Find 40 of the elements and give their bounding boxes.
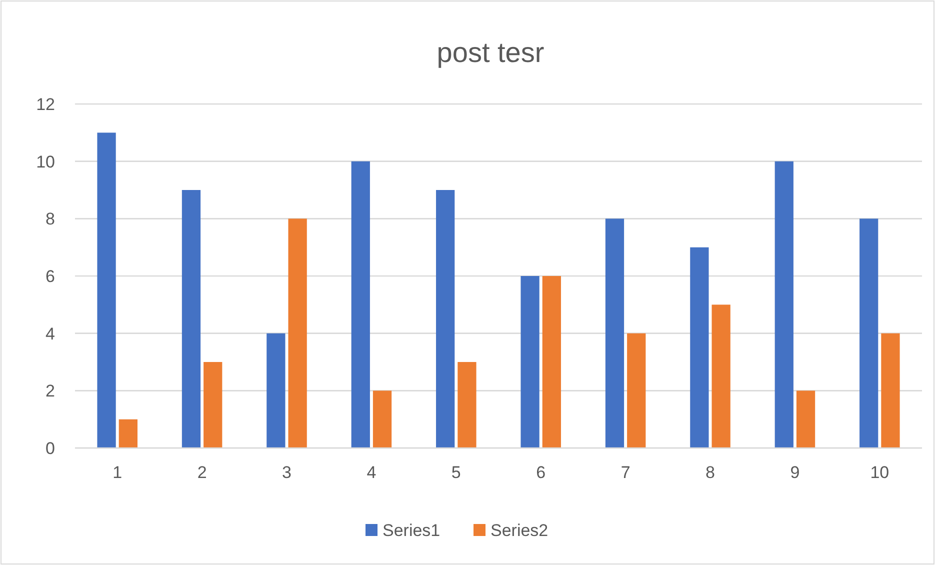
x-tick-label: 8 <box>706 463 715 482</box>
bar <box>118 419 138 448</box>
bar <box>204 362 222 448</box>
bar <box>266 333 286 448</box>
legend-label: Series1 <box>382 520 440 540</box>
bar <box>436 190 455 448</box>
bar <box>881 333 900 448</box>
bar <box>542 276 561 448</box>
bar <box>627 333 646 448</box>
bar <box>97 132 116 448</box>
bar <box>351 161 370 448</box>
y-tick-label: 2 <box>46 382 55 401</box>
x-tick-label: 4 <box>366 463 376 482</box>
y-tick-label: 0 <box>46 438 55 458</box>
bar <box>605 218 624 448</box>
x-tick-label: 10 <box>870 463 890 482</box>
y-tick-label: 6 <box>46 266 55 286</box>
bar <box>288 218 307 448</box>
x-tick-label: 6 <box>536 463 546 482</box>
bar <box>372 390 392 448</box>
chart-title: post tesr <box>436 37 544 68</box>
y-tick-label: 10 <box>36 152 55 172</box>
bar <box>796 390 816 448</box>
x-tick-label: 3 <box>282 463 292 482</box>
bar <box>458 362 476 448</box>
x-tick-label: 5 <box>451 463 461 482</box>
bar <box>774 161 794 448</box>
bar <box>712 304 730 448</box>
bar <box>182 190 201 448</box>
x-tick-label: 7 <box>620 463 630 482</box>
bar <box>520 276 540 448</box>
x-tick-label: 2 <box>197 463 207 482</box>
y-tick-label: 8 <box>46 210 55 229</box>
x-tick-label: 1 <box>112 463 122 482</box>
y-tick-label: 4 <box>46 324 55 344</box>
y-tick-label: 12 <box>36 94 55 114</box>
x-tick-label: 9 <box>790 463 800 482</box>
bar <box>690 247 709 448</box>
bar <box>860 218 878 448</box>
legend-label: Series2 <box>490 520 548 540</box>
